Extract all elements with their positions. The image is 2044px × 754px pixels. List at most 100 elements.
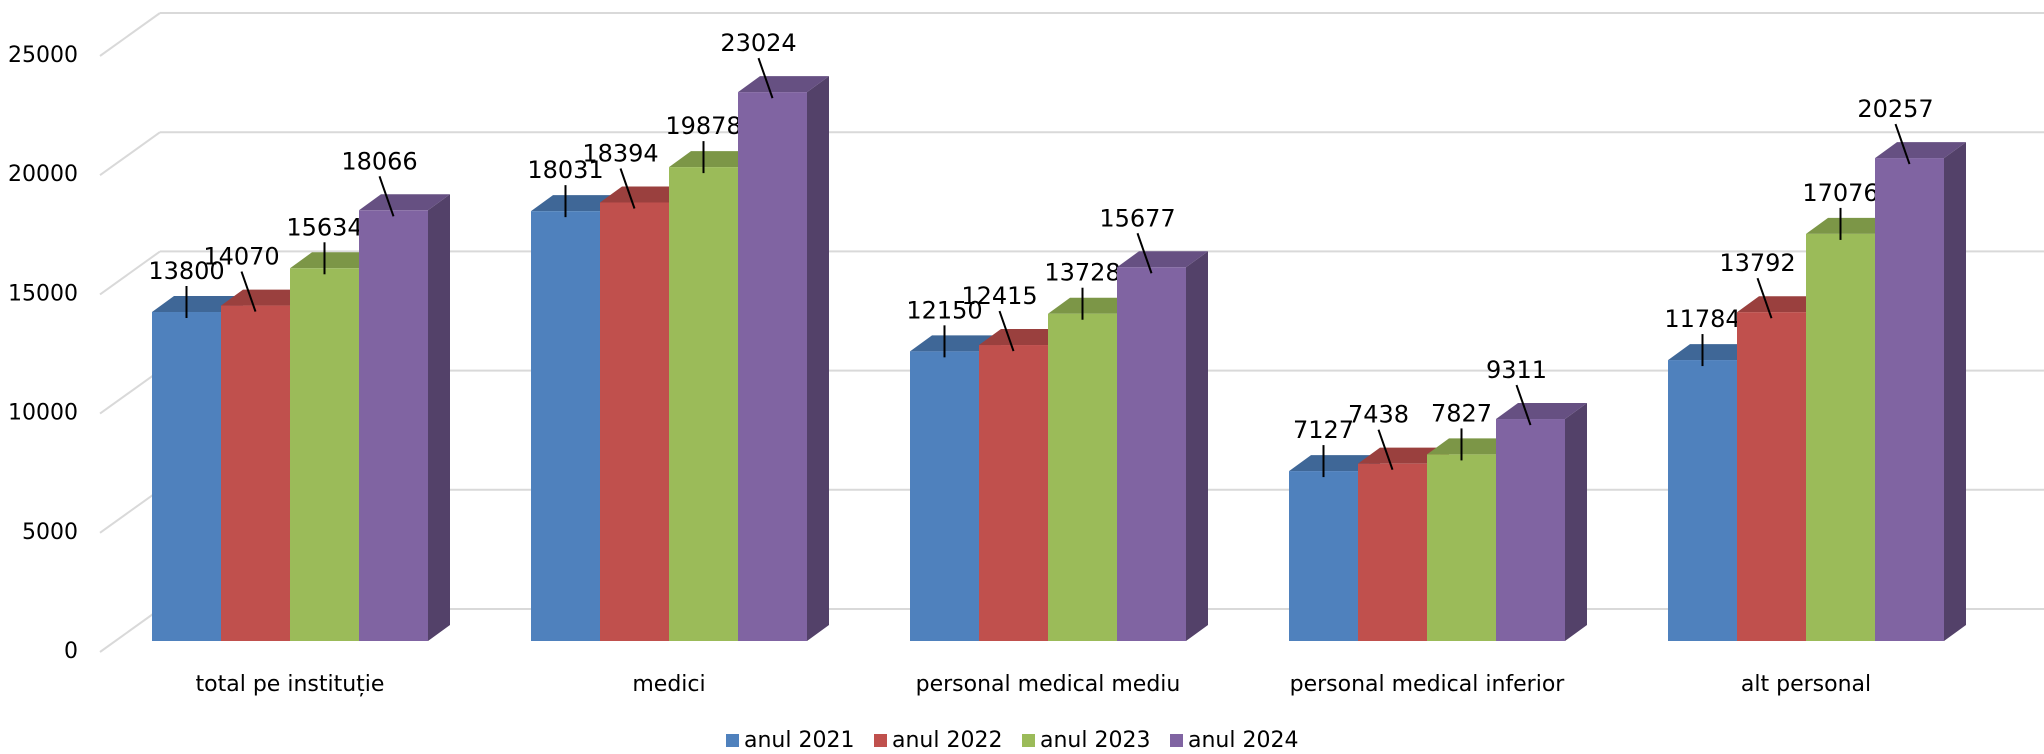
bar-side — [1944, 142, 1966, 641]
bar-top — [359, 194, 450, 211]
x-tick-label: personal medical inferior — [1290, 672, 1566, 697]
grid-line — [99, 369, 161, 415]
data-label: 12415 — [961, 282, 1037, 310]
bar-front — [738, 92, 807, 641]
x-tick-label: medici — [632, 672, 705, 697]
bar — [359, 194, 450, 641]
bar-side — [1186, 251, 1208, 641]
bar-front — [290, 268, 359, 641]
data-label: 7438 — [1348, 401, 1409, 429]
legend-label: anul 2024 — [1188, 728, 1298, 753]
y-tick-label: 25000 — [8, 43, 78, 68]
bar-top — [910, 335, 1001, 352]
bar-front — [221, 305, 290, 641]
data-label: 18394 — [582, 139, 658, 167]
bar-front — [910, 351, 979, 641]
leader-line — [240, 271, 257, 312]
leader-line — [1515, 384, 1532, 426]
y-tick-label: 0 — [64, 639, 78, 664]
bar-front — [1737, 312, 1806, 641]
x-tick-label: personal medical mediu — [916, 672, 1181, 697]
bar-top — [1048, 297, 1139, 314]
y-tick-label: 10000 — [8, 401, 78, 426]
bar-top — [669, 151, 760, 168]
bar-top — [1875, 142, 1966, 159]
x-tick-label: alt personal — [1741, 672, 1871, 697]
bar-top — [290, 252, 381, 269]
data-label: 7127 — [1293, 416, 1354, 444]
data-label: 11784 — [1664, 305, 1740, 333]
data-label: 14070 — [203, 243, 279, 271]
bar-front — [1806, 233, 1875, 642]
data-label: 12150 — [906, 296, 982, 324]
bar-front — [669, 167, 738, 642]
bar-top — [1806, 217, 1897, 234]
bar-front — [152, 312, 221, 641]
bar — [738, 76, 829, 641]
data-label: 15677 — [1099, 204, 1175, 232]
leader-line — [757, 57, 774, 99]
y-tick-label: 5000 — [22, 520, 78, 545]
leader-line — [1377, 429, 1394, 471]
bar-top — [979, 329, 1070, 346]
leader-line — [619, 168, 636, 209]
bar-top — [221, 289, 312, 306]
bar-top — [1668, 344, 1759, 361]
legend-swatch — [874, 734, 887, 747]
bar-top — [1427, 438, 1518, 455]
data-label: 20257 — [1857, 95, 1933, 123]
grid-line — [99, 12, 161, 57]
bar-front — [1289, 471, 1358, 641]
bar-top — [152, 296, 243, 313]
grid-line — [99, 608, 161, 653]
legend-label: anul 2023 — [1040, 728, 1150, 753]
y-tick-label: 20000 — [8, 162, 78, 187]
data-label: 18066 — [341, 147, 417, 175]
leader-line — [1756, 277, 1773, 319]
legend-swatch — [1170, 734, 1183, 747]
data-label: 23024 — [720, 29, 796, 57]
grid-line — [99, 131, 161, 177]
bar-front — [979, 345, 1048, 641]
bar — [1875, 142, 1966, 641]
leader-line — [1136, 232, 1153, 274]
y-tick-label: 15000 — [8, 281, 78, 306]
legend-label: anul 2021 — [744, 728, 854, 753]
bar-top — [738, 76, 829, 93]
legend-label: anul 2022 — [892, 728, 1002, 753]
bar-front — [531, 211, 600, 641]
data-label: 9311 — [1486, 356, 1547, 384]
bar-top — [1117, 251, 1208, 268]
bar-front — [1875, 158, 1944, 641]
bar-front — [1117, 267, 1186, 641]
grid-line — [99, 250, 161, 296]
bar-front — [1048, 313, 1117, 641]
data-label: 19878 — [665, 112, 741, 140]
data-label: 18031 — [527, 156, 603, 184]
legend-swatch — [726, 734, 739, 747]
bar-front — [600, 202, 669, 641]
bar-front — [1668, 360, 1737, 641]
bar-front — [359, 210, 428, 641]
grid-line — [99, 488, 161, 534]
bar-top — [600, 186, 691, 203]
bar-top — [531, 195, 622, 212]
leader-line — [998, 310, 1015, 352]
bar-top — [1289, 455, 1380, 472]
bar-side — [428, 194, 450, 641]
bar-side — [807, 76, 829, 641]
data-label: 17076 — [1802, 179, 1878, 207]
leader-line — [378, 175, 395, 217]
data-label: 15634 — [286, 213, 362, 241]
legend-swatch — [1022, 734, 1035, 747]
data-label: 13728 — [1044, 259, 1120, 287]
bar — [1117, 251, 1208, 641]
bar-front — [1496, 419, 1565, 641]
data-label: 13800 — [148, 257, 224, 285]
data-label: 7827 — [1431, 399, 1492, 427]
bar — [1496, 403, 1587, 641]
bar-top — [1496, 403, 1587, 420]
leader-line — [1894, 123, 1911, 165]
